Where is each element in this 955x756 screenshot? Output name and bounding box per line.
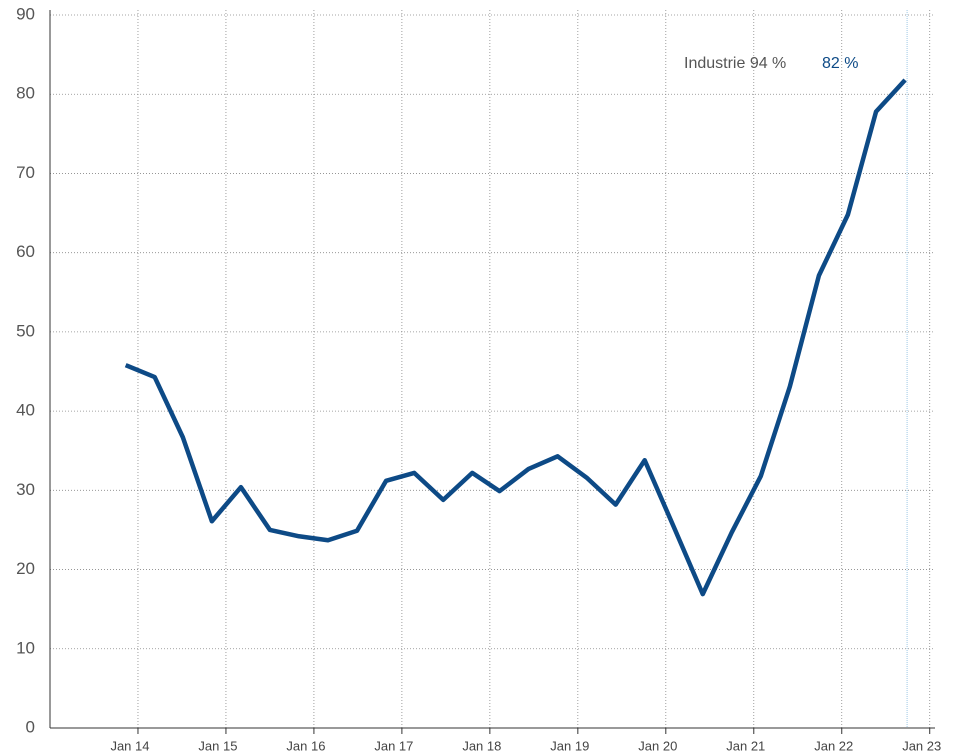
x-tick-label: Jan 20 bbox=[638, 738, 677, 753]
y-tick-label: 80 bbox=[16, 84, 35, 103]
x-tick-label: Jan 19 bbox=[550, 738, 589, 753]
x-tick-label: Jan 23 bbox=[902, 738, 941, 753]
y-tick-label: 0 bbox=[26, 717, 35, 736]
x-tick-label: Jan 21 bbox=[726, 738, 765, 753]
y-tick-label: 10 bbox=[16, 638, 35, 657]
annotation: 82 % bbox=[822, 55, 858, 72]
y-tick-label: 90 bbox=[16, 4, 35, 23]
y-tick-label: 40 bbox=[16, 401, 35, 420]
y-tick-label: 70 bbox=[16, 163, 35, 182]
y-tick-label: 20 bbox=[16, 559, 35, 578]
y-tick-label: 30 bbox=[16, 480, 35, 499]
x-tick-label: Jan 16 bbox=[286, 738, 325, 753]
plot-area: 0 10 20 30 40 50 60 70 80 90 Jan 14 Jan 15 Jan 16 Jan… bbox=[16, 4, 941, 753]
x-tick-label: Jan 17 bbox=[374, 738, 413, 753]
x-tick-label: Jan 15 bbox=[198, 738, 237, 753]
line bbox=[124, 78, 907, 597]
x-tick-label: Jan 22 bbox=[814, 738, 853, 753]
y-tick-label: 50 bbox=[16, 321, 35, 340]
x-tick-label: Jan 18 bbox=[462, 738, 501, 753]
annotation: Industrie 94 % bbox=[684, 55, 786, 72]
x-tick-label: Jan 14 bbox=[110, 738, 149, 753]
y-tick-label: 60 bbox=[16, 242, 35, 261]
